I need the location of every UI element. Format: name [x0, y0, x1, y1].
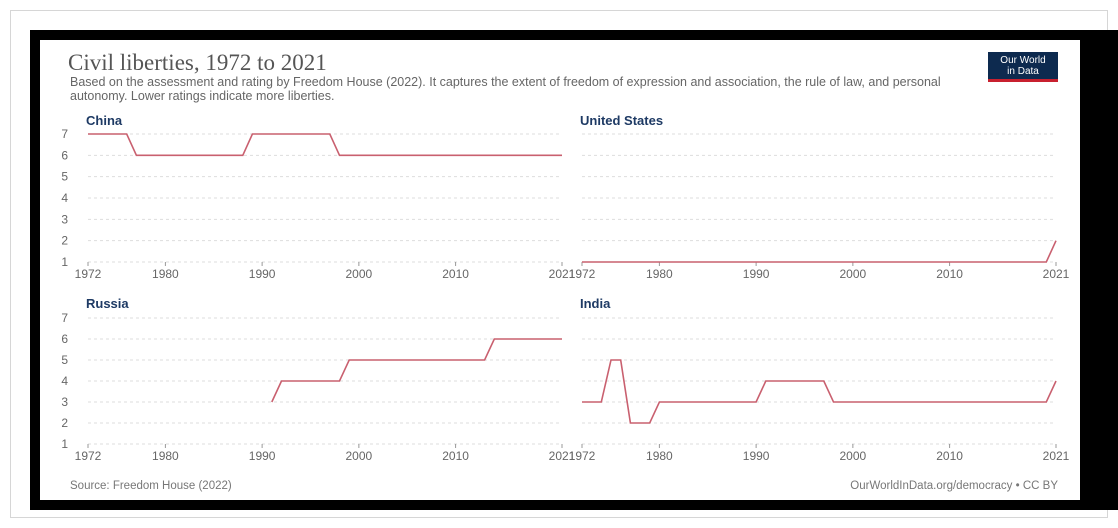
chart-title: Civil liberties, 1972 to 2021: [68, 50, 327, 75]
y-tick-label-china: 1: [61, 255, 68, 269]
source-note[interactable]: Source: Freedom House (2022): [70, 480, 232, 492]
x-tick-label-india: 1972: [569, 449, 596, 463]
x-tick-label-china: 2010: [442, 267, 469, 281]
y-tick-label-russia: 2: [61, 416, 68, 430]
x-tick-label-china: 1980: [152, 267, 179, 281]
panel-title-united-states: United States: [580, 113, 663, 128]
x-tick-label-china: 1990: [249, 267, 276, 281]
logo-line-1: Our World: [1000, 55, 1046, 66]
x-tick-label-india: 1990: [743, 449, 770, 463]
y-tick-label-china: 3: [61, 212, 68, 226]
chart-card: Civil liberties, 1972 to 2021 Based on t…: [40, 40, 1080, 500]
y-tick-label-china: 7: [61, 127, 68, 141]
owid-logo[interactable]: Our World in Data: [988, 52, 1058, 82]
x-tick-label-china: 2000: [346, 267, 373, 281]
y-tick-label-russia: 1: [61, 437, 68, 451]
y-tick-label-china: 4: [61, 191, 68, 205]
x-tick-label-united-states: 1980: [646, 267, 673, 281]
logo-line-2: in Data: [1007, 66, 1039, 77]
x-tick-label-united-states: 2000: [840, 267, 867, 281]
x-tick-label-united-states: 2021: [1043, 267, 1070, 281]
y-tick-label-china: 6: [61, 148, 68, 162]
x-tick-label-china: 1972: [75, 267, 102, 281]
x-tick-label-china: 2021: [549, 267, 576, 281]
small-multiples-chart: China 1 2 3 4 5 6 7 1972 1980 1990 2000 2010 2021 Unit…: [61, 113, 1070, 463]
series-line-india: [582, 359, 1057, 424]
y-tick-label-russia: 3: [61, 395, 68, 409]
x-tick-label-india: 2010: [936, 449, 963, 463]
y-tick-label-russia: 5: [61, 353, 68, 367]
x-tick-label-united-states: 1990: [743, 267, 770, 281]
x-tick-label-russia: 1990: [249, 449, 276, 463]
x-tick-label-russia: 2010: [442, 449, 469, 463]
y-tick-label-china: 5: [61, 170, 68, 184]
panel-title-india: India: [580, 296, 611, 311]
y-tick-label-russia: 4: [61, 374, 68, 388]
y-tick-label-russia: 7: [61, 311, 68, 325]
x-tick-label-india: 1980: [646, 449, 673, 463]
x-tick-label-russia: 1980: [152, 449, 179, 463]
x-tick-label-india: 2000: [840, 449, 867, 463]
chart-subtitle: Based on the assessment and rating by Fr…: [70, 75, 941, 103]
panel-title-russia: Russia: [86, 296, 129, 311]
x-tick-label-russia: 2021: [549, 449, 576, 463]
credit-link[interactable]: OurWorldInData.org/democracy • CC BY: [850, 480, 1058, 492]
y-tick-label-china: 2: [61, 234, 68, 248]
x-tick-label-russia: 2000: [346, 449, 373, 463]
series-line-russia: [271, 338, 562, 403]
panel-title-china: China: [86, 113, 123, 128]
series-line-china: [88, 133, 562, 157]
x-tick-label-russia: 1972: [75, 449, 102, 463]
x-tick-label-united-states: 1972: [569, 267, 596, 281]
x-tick-label-india: 2021: [1043, 449, 1070, 463]
x-tick-label-united-states: 2010: [936, 267, 963, 281]
series-line-united-states: [582, 240, 1057, 263]
y-tick-label-russia: 6: [61, 332, 68, 346]
